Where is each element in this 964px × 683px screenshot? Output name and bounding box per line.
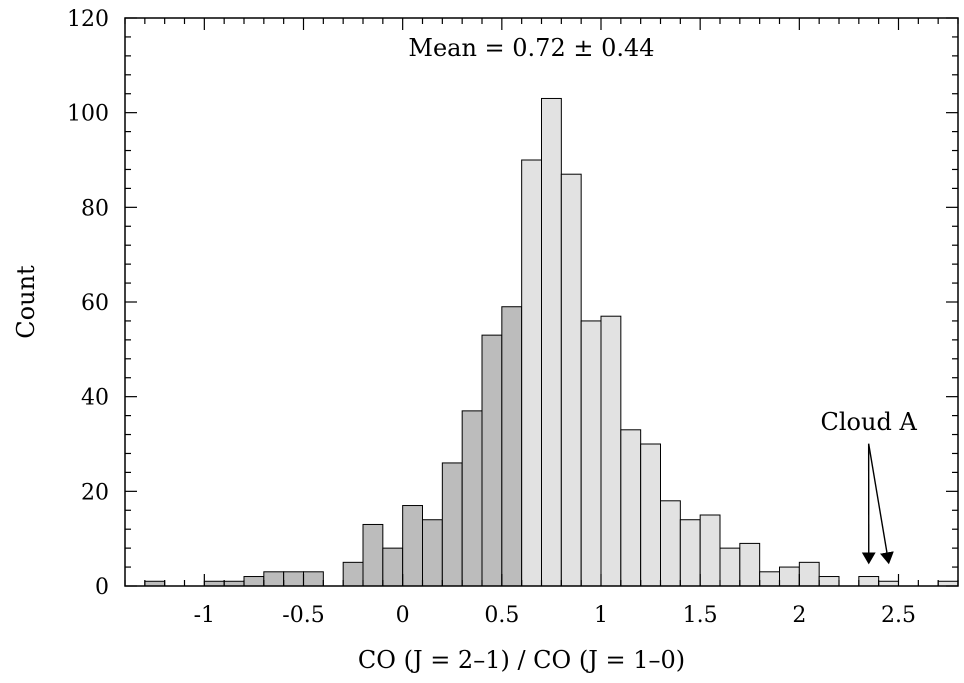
- histogram-bar: [739, 542, 761, 587]
- cloud-a-annotation: Cloud A: [821, 408, 918, 436]
- y-axis-title: Count: [12, 265, 40, 339]
- x-tick-label: 1.5: [683, 603, 718, 628]
- histogram-bar: [441, 462, 463, 587]
- histogram-bar: [501, 306, 523, 587]
- histogram-bar: [342, 561, 364, 587]
- histogram-bar: [521, 159, 543, 587]
- x-tick-label: -1: [194, 603, 215, 628]
- y-tick-label: 80: [81, 196, 109, 221]
- x-tick-label: -0.5: [282, 603, 324, 628]
- x-tick-label: 2.5: [881, 603, 916, 628]
- histogram-bar: [719, 547, 741, 587]
- histogram-bar: [858, 576, 880, 587]
- tick-labels: -1 -0.5 0 0.5 1 1.5 2 2.5 0 20 40 60 80 100 120: [67, 7, 916, 628]
- histogram-bar: [263, 571, 285, 587]
- cloud-a-arrow: [867, 443, 894, 565]
- mean-annotation: Mean = 0.72 ± 0.44: [408, 34, 654, 62]
- histogram-bar: [362, 523, 384, 587]
- histogram-bar: [580, 320, 602, 587]
- histogram-bar: [779, 566, 800, 587]
- x-tick-label: 2: [792, 603, 806, 628]
- histogram-bar: [660, 500, 681, 587]
- histogram-bar: [600, 315, 622, 587]
- histogram-bar: [798, 561, 820, 587]
- y-tick-label: 40: [81, 386, 109, 411]
- histogram-bar: [640, 443, 662, 587]
- axis-ticks: [124, 17, 959, 587]
- histogram-bar: [541, 97, 562, 587]
- histogram-bar: [283, 571, 304, 587]
- y-tick-label: 20: [81, 480, 109, 505]
- histogram-bar: [759, 571, 781, 587]
- x-axis-title: CO (J = 2–1) / CO (J = 1–0): [358, 646, 685, 674]
- histogram-bar: [818, 576, 840, 587]
- histogram-bars: [144, 97, 959, 587]
- x-tick-label: 1: [594, 603, 608, 628]
- histogram-bar: [461, 410, 483, 587]
- x-tick-label: 0.5: [484, 603, 519, 628]
- histogram-bar: [560, 173, 582, 587]
- y-tick-label: 60: [81, 291, 109, 316]
- y-tick-label: 0: [95, 575, 109, 600]
- histogram-bar: [679, 519, 701, 587]
- histogram-bar: [699, 514, 721, 587]
- histogram-bar: [303, 571, 324, 587]
- histogram-bar: [243, 576, 265, 587]
- histogram-bar: [422, 519, 443, 587]
- histogram-bar: [382, 547, 404, 587]
- y-tick-label: 120: [67, 7, 109, 32]
- y-tick-label: 100: [67, 102, 109, 127]
- histogram-bar: [481, 334, 503, 587]
- histogram-bar: [620, 429, 642, 587]
- cloud-a-arrows: [861, 443, 894, 565]
- histogram-bar: [402, 505, 423, 587]
- x-tick-label: 0: [396, 603, 410, 628]
